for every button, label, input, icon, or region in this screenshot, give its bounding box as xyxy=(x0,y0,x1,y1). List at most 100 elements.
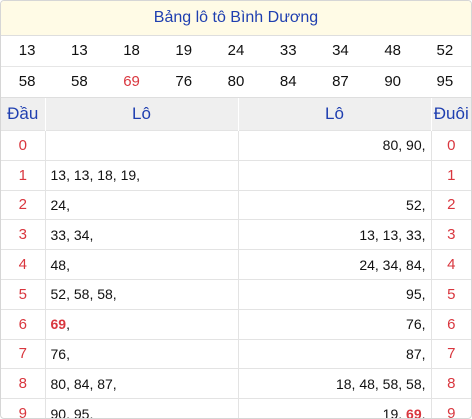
result-number: 18 xyxy=(123,42,140,59)
lo-number: 90 xyxy=(50,405,67,419)
lo-number: 52 xyxy=(406,196,422,213)
row-digit-tail: 0 xyxy=(430,130,471,161)
result-number: 69 xyxy=(105,66,158,97)
table-row: 8 80, 84, 87, 18, 48, 58, 58, 8 xyxy=(1,368,471,399)
lo-number: 58 xyxy=(97,286,113,303)
result-number: 19 xyxy=(175,42,193,59)
lo-number: 84 xyxy=(73,375,90,392)
lo-number: 76 xyxy=(406,316,422,333)
row-lo-by-tail xyxy=(237,159,431,191)
row-digit-head: 9 xyxy=(1,398,45,418)
result-number: 52 xyxy=(436,42,454,59)
row-digit-head: 8 xyxy=(1,368,45,399)
row-digit-head: 7 xyxy=(1,338,45,369)
table-row: 0 80, 90, 0 xyxy=(1,130,471,161)
table-row: 9 90, 95, 19, 69, 9 xyxy=(1,398,471,419)
result-number: 13 xyxy=(18,42,36,59)
row-digit-head: 3 xyxy=(1,219,45,250)
loto-table: Đầu Lô Lô Đuôi 0 80, 90, 0 1 13, 13, 18, 19,… xyxy=(1,97,471,419)
table-row: 7 76, 87, 7 xyxy=(1,338,471,369)
result-number: 58 xyxy=(1,66,54,97)
result-number: 80 xyxy=(209,66,263,97)
row-digit-head: 6 xyxy=(1,308,45,340)
lo-number: 69 xyxy=(50,316,67,333)
row-digit-head: 5 xyxy=(1,278,45,310)
header-lo-left: Lô xyxy=(44,97,238,131)
row-lo-by-head: 52, 58, 58, xyxy=(44,278,238,310)
table-row: 4 48, 24, 34, 84, 4 xyxy=(1,249,471,280)
row-lo-by-tail: 18, 48, 58, 58, xyxy=(237,368,431,399)
lo-number: 34 xyxy=(73,226,90,243)
lo-number: 58 xyxy=(382,375,399,392)
lo-number: 19 xyxy=(382,405,399,419)
row-lo-by-head: 24, xyxy=(44,189,238,220)
lo-number: 52 xyxy=(50,286,67,303)
lo-number: 84 xyxy=(406,256,422,273)
header-dau: Đầu xyxy=(1,97,45,131)
result-number: 87 xyxy=(314,66,367,97)
table-row: 5 52, 58, 58, 95, 5 xyxy=(1,278,471,310)
lo-number: 90 xyxy=(406,137,422,154)
lo-number: 48 xyxy=(359,375,375,392)
lo-number: 80 xyxy=(50,375,67,392)
table-row: 1 13, 13, 18, 19, 1 xyxy=(1,159,471,191)
row-lo-by-head: 13, 13, 18, 19, xyxy=(44,159,238,191)
lo-number: 69 xyxy=(406,405,422,419)
row-lo-by-tail: 95, xyxy=(237,278,431,310)
lo-number: 13 xyxy=(382,226,399,243)
result-number: 90 xyxy=(366,66,419,97)
result-number: 24 xyxy=(227,42,245,59)
lo-number: 34 xyxy=(382,256,399,273)
row-digit-head: 4 xyxy=(1,249,45,280)
row-digit-tail: 2 xyxy=(430,189,471,220)
lo-number: 13 xyxy=(50,167,67,184)
result-number: 13 xyxy=(70,42,88,59)
row-lo-by-tail: 87, xyxy=(237,338,431,369)
row-lo-by-head: 76, xyxy=(44,338,238,369)
row-digit-head: 1 xyxy=(1,159,45,191)
row-lo-by-tail: 13, 13, 33, xyxy=(237,219,431,250)
table-row: 6 69, 76, 6 xyxy=(1,308,471,340)
header-duoi: Đuôi xyxy=(430,97,471,131)
row-lo-by-head xyxy=(44,130,238,161)
row-digit-tail: 1 xyxy=(430,159,471,191)
lo-number: 48 xyxy=(50,256,67,273)
row-digit-tail: 7 xyxy=(430,338,471,369)
row-lo-by-head: 90, 95, xyxy=(44,398,238,419)
lo-number: 58 xyxy=(406,375,422,392)
result-number: 34 xyxy=(332,42,349,59)
result-numbers-grid: 13 13 18 19 24 33 34 48 52 58 58 69 76 80 84 87 90 95 xyxy=(1,36,471,97)
lo-number: 13 xyxy=(73,167,90,184)
lo-number: 33 xyxy=(50,226,67,243)
result-number: 76 xyxy=(157,66,210,97)
row-digit-head: 0 xyxy=(1,130,45,161)
lo-number: 76 xyxy=(50,345,67,362)
table-title: Bảng lô tô Bình Dương xyxy=(1,1,471,36)
loto-table-body: 0 80, 90, 0 1 13, 13, 18, 19, 1 2 24, 52, 2 3 33, 3… xyxy=(1,130,471,419)
lo-number: 24 xyxy=(359,256,375,273)
result-number: 48 xyxy=(384,42,401,59)
row-lo-by-tail: 52, xyxy=(237,189,431,220)
row-digit-tail: 6 xyxy=(430,308,471,340)
lo-number: 18 xyxy=(335,375,352,392)
loto-header-row: Đầu Lô Lô Đuôi xyxy=(1,97,471,131)
lo-number: 24 xyxy=(50,196,67,213)
lo-number: 80 xyxy=(382,137,399,154)
row-lo-by-head: 80, 84, 87, xyxy=(44,368,238,399)
result-number: 58 xyxy=(53,66,106,97)
row-lo-by-tail: 24, 34, 84, xyxy=(237,249,431,280)
row-digit-tail: 3 xyxy=(430,219,471,250)
row-digit-tail: 4 xyxy=(430,249,471,280)
row-digit-head: 2 xyxy=(1,189,45,220)
row-digit-tail: 5 xyxy=(430,278,471,310)
result-number: 95 xyxy=(418,66,471,97)
row-lo-by-tail: 80, 90, xyxy=(237,130,431,161)
row-digit-tail: 9 xyxy=(430,398,471,418)
table-row: 2 24, 52, 2 xyxy=(1,189,471,220)
lo-number: 58 xyxy=(73,286,90,303)
result-number: 33 xyxy=(279,42,297,59)
row-lo-by-tail: 19, 69, xyxy=(237,398,431,419)
row-lo-by-tail: 76, xyxy=(237,308,431,340)
lo-number: 19 xyxy=(120,167,137,184)
